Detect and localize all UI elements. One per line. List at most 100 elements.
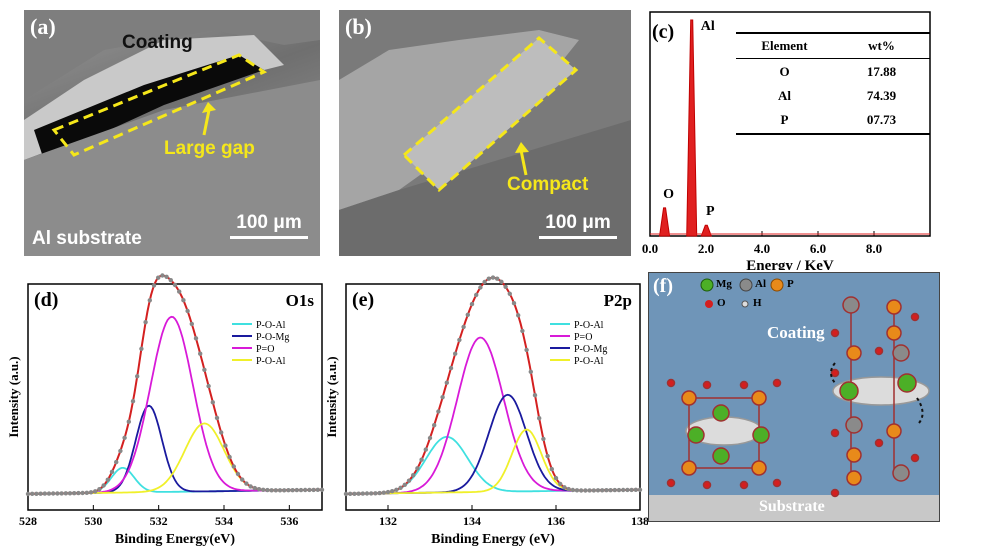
data-point xyxy=(402,482,407,487)
data-point xyxy=(406,478,412,483)
data-point xyxy=(130,399,136,404)
data-point xyxy=(503,284,508,289)
data-point xyxy=(528,369,533,374)
data-point xyxy=(118,448,123,454)
data-point xyxy=(206,383,211,389)
data-point xyxy=(80,490,85,496)
data-point xyxy=(290,488,295,493)
data-point xyxy=(499,279,504,284)
substrate-block xyxy=(649,495,939,521)
data-point xyxy=(562,485,567,490)
table-header-element: Element xyxy=(761,38,808,53)
x-tick-label: 8.0 xyxy=(866,241,882,256)
panel-f-schematic: (f) Mg Al P O H Coating Substrate xyxy=(648,272,940,522)
o-legend-icon xyxy=(705,300,713,308)
y-axis-label: Intensity (a.u.) xyxy=(324,356,339,437)
data-point xyxy=(214,415,220,421)
spectrum-title: O1s xyxy=(286,291,315,310)
data-point xyxy=(423,447,428,452)
table-cell: 17.88 xyxy=(866,64,897,79)
legend-entry: P-O-Al xyxy=(574,356,604,367)
data-point xyxy=(385,489,391,495)
legend-entry: P-O-Al xyxy=(256,356,286,367)
panel-label: (e) xyxy=(352,289,374,311)
data-point xyxy=(223,443,228,448)
peak-label-p: P xyxy=(706,204,715,219)
data-point xyxy=(633,487,638,492)
al-legend-icon xyxy=(739,278,753,292)
mg-legend-icon xyxy=(700,278,714,292)
coating-label: Coating xyxy=(122,32,193,53)
data-point xyxy=(303,487,308,493)
data-point xyxy=(164,274,169,279)
data-point xyxy=(307,487,312,493)
table-header-wt: wt% xyxy=(868,38,895,53)
legend-mg-label: Mg xyxy=(716,278,732,290)
data-point xyxy=(524,347,529,353)
p-legend-icon xyxy=(770,278,784,292)
data-point xyxy=(373,491,378,496)
data-point xyxy=(478,285,483,290)
data-point xyxy=(415,466,420,471)
data-point xyxy=(360,491,365,496)
data-point xyxy=(38,491,43,496)
data-point xyxy=(461,324,466,330)
data-point xyxy=(261,487,266,492)
data-point xyxy=(185,308,190,314)
panel-f-graphic xyxy=(649,278,939,521)
x-tick-label: 2.0 xyxy=(698,241,714,256)
panel-b-sem-image: (b) Compact 100 μm xyxy=(339,10,631,256)
data-point xyxy=(135,374,140,379)
data-point xyxy=(151,283,157,288)
data-point xyxy=(516,313,521,318)
x-tick-label: 6.0 xyxy=(810,241,826,256)
data-point xyxy=(604,488,609,493)
x-tick-label: 528 xyxy=(19,514,37,528)
table-cell: 74.39 xyxy=(866,88,897,103)
data-point xyxy=(444,380,449,385)
panel-a-sem-image: (a) Coating Large gap Al substrate 100 μ… xyxy=(24,10,320,256)
series-line-2 xyxy=(346,393,640,495)
data-point xyxy=(273,488,278,493)
legend-entry: P-O-Al xyxy=(256,320,286,331)
data-point xyxy=(377,490,382,496)
x-tick-label: 4.0 xyxy=(754,241,770,256)
edx-peak-p xyxy=(700,224,712,237)
legend-h-label: H xyxy=(753,297,762,309)
table-row: O 17.88 xyxy=(736,59,930,84)
data-point xyxy=(474,292,479,298)
data-point xyxy=(541,436,546,442)
series-line-3 xyxy=(346,428,640,495)
data-point xyxy=(286,488,291,493)
data-point xyxy=(30,491,35,496)
data-point xyxy=(277,488,283,493)
scale-bar-b: 100 μm xyxy=(539,212,617,239)
envelope-line xyxy=(28,274,322,495)
data-point xyxy=(453,351,458,356)
data-point xyxy=(101,483,106,488)
data-point xyxy=(482,279,487,285)
data-point xyxy=(109,469,115,474)
data-point xyxy=(486,276,491,281)
data-point xyxy=(511,301,517,306)
x-tick-label: 132 xyxy=(379,514,397,528)
coating-label-f: Coating xyxy=(767,323,825,342)
gap-outline xyxy=(51,53,268,157)
data-point xyxy=(67,491,73,496)
compact-label: Compact xyxy=(507,174,589,195)
legend-entry: P-O-Al xyxy=(574,320,604,331)
table-cell: 07.73 xyxy=(866,112,897,127)
data-point xyxy=(507,291,512,296)
h-legend-icon xyxy=(741,300,749,308)
data-point xyxy=(88,490,94,495)
panel-f-label: (f) xyxy=(653,275,673,297)
data-point xyxy=(231,464,236,469)
data-point xyxy=(532,393,538,398)
substrate-label: Al substrate xyxy=(32,228,142,249)
legend-al-label: Al xyxy=(755,278,766,290)
data-point xyxy=(558,481,563,487)
data-point xyxy=(419,457,424,462)
scale-bar-a: 100 μm xyxy=(230,212,308,239)
data-point xyxy=(34,491,39,496)
panel-b-label: (b) xyxy=(345,14,372,39)
